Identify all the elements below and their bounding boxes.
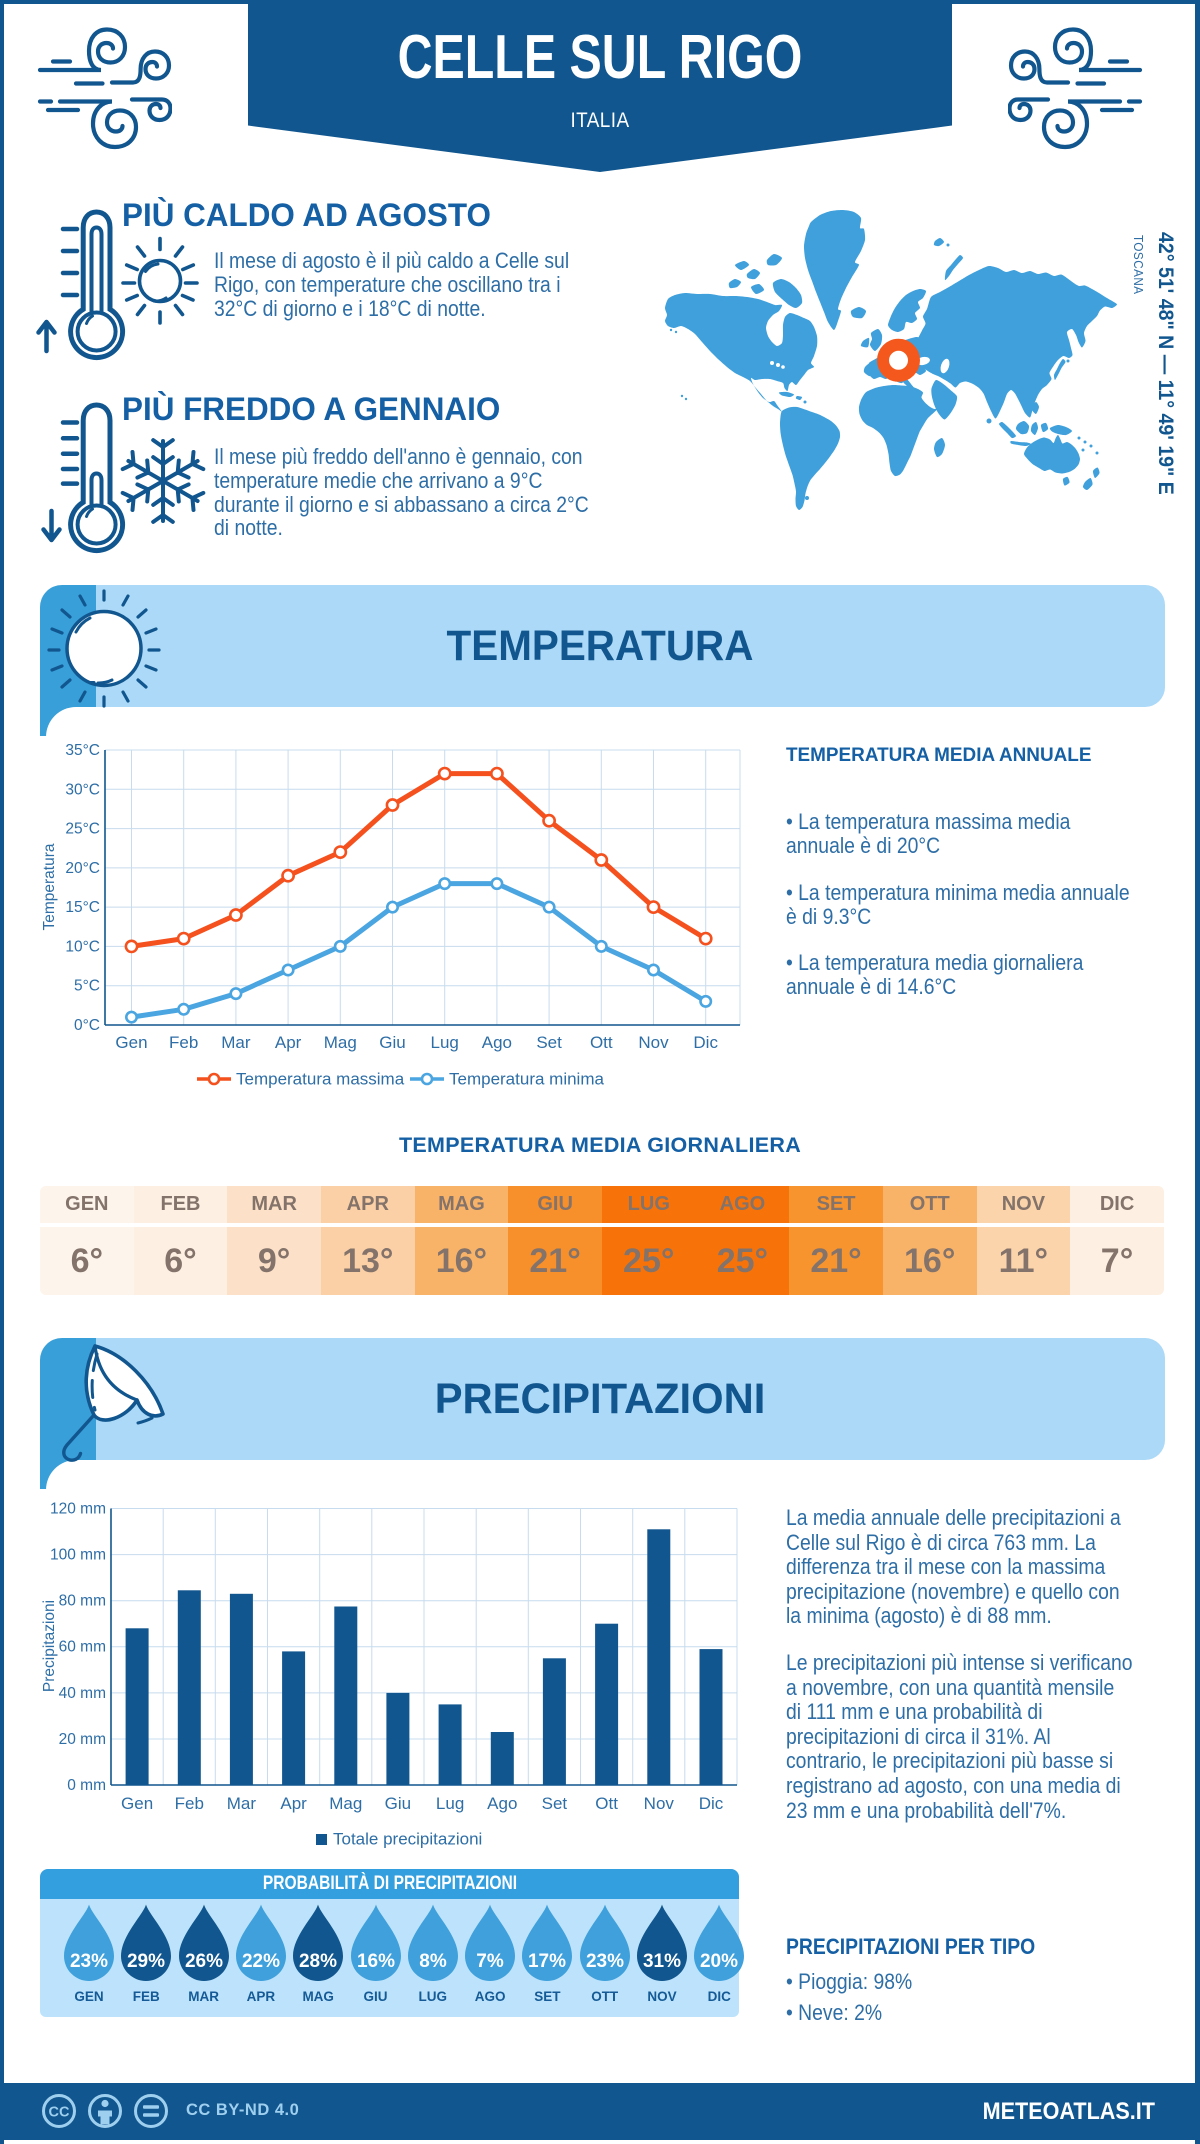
svg-text:29%: 29% xyxy=(127,1951,165,1972)
svg-text:Precipitazioni: Precipitazioni xyxy=(41,1600,58,1692)
svg-text:20°C: 20°C xyxy=(65,860,100,877)
svg-text:Nov: Nov xyxy=(644,1794,675,1813)
svg-text:Mar: Mar xyxy=(221,1033,251,1052)
svg-text:Apr: Apr xyxy=(275,1033,302,1052)
svg-text:Temperatura massima: Temperatura massima xyxy=(236,1070,405,1089)
svg-text:Nov: Nov xyxy=(638,1033,669,1052)
svg-text:Lug: Lug xyxy=(436,1794,464,1813)
svg-text:8%: 8% xyxy=(419,1951,447,1972)
svg-text:16%: 16% xyxy=(356,1951,394,1972)
svg-text:Ago: Ago xyxy=(487,1794,517,1813)
svg-text:60 mm: 60 mm xyxy=(59,1639,106,1656)
svg-text:20%: 20% xyxy=(700,1951,738,1972)
svg-text:Dic: Dic xyxy=(693,1033,718,1052)
svg-text:5°C: 5°C xyxy=(74,978,100,995)
svg-text:CC: CC xyxy=(49,2105,70,2121)
svg-text:Gen: Gen xyxy=(121,1794,153,1813)
svg-text:Feb: Feb xyxy=(175,1794,204,1813)
svg-text:17%: 17% xyxy=(528,1951,566,1972)
svg-text:Mag: Mag xyxy=(329,1794,362,1813)
svg-text:Set: Set xyxy=(536,1033,562,1052)
svg-text:10°C: 10°C xyxy=(65,938,100,955)
svg-text:0 mm: 0 mm xyxy=(67,1777,106,1794)
svg-text:Temperatura minima: Temperatura minima xyxy=(449,1070,604,1089)
svg-text:0°C: 0°C xyxy=(74,1017,100,1034)
svg-text:15°C: 15°C xyxy=(65,899,100,916)
svg-text:Feb: Feb xyxy=(169,1033,198,1052)
svg-text:26%: 26% xyxy=(185,1951,223,1972)
svg-text:80 mm: 80 mm xyxy=(59,1593,106,1610)
svg-text:40 mm: 40 mm xyxy=(59,1685,106,1702)
svg-text:Ott: Ott xyxy=(595,1794,618,1813)
svg-text:35°C: 35°C xyxy=(65,742,100,759)
svg-text:Set: Set xyxy=(542,1794,568,1813)
svg-text:Mag: Mag xyxy=(324,1033,357,1052)
svg-text:31%: 31% xyxy=(643,1951,681,1972)
svg-text:Gen: Gen xyxy=(115,1033,147,1052)
svg-text:7%: 7% xyxy=(476,1951,504,1972)
svg-text:Totale precipitazioni: Totale precipitazioni xyxy=(333,1830,482,1849)
svg-text:23%: 23% xyxy=(586,1951,624,1972)
svg-text:Mar: Mar xyxy=(227,1794,257,1813)
svg-text:20 mm: 20 mm xyxy=(59,1731,106,1748)
svg-text:Lug: Lug xyxy=(431,1033,459,1052)
svg-text:100 mm: 100 mm xyxy=(50,1547,106,1564)
svg-text:Temperatura: Temperatura xyxy=(41,843,58,930)
svg-text:Dic: Dic xyxy=(699,1794,724,1813)
svg-text:Apr: Apr xyxy=(280,1794,307,1813)
svg-text:25°C: 25°C xyxy=(65,821,100,838)
svg-text:22%: 22% xyxy=(242,1951,280,1972)
svg-text:Ott: Ott xyxy=(590,1033,613,1052)
svg-text:30°C: 30°C xyxy=(65,781,100,798)
svg-text:Giu: Giu xyxy=(379,1033,405,1052)
svg-text:23%: 23% xyxy=(70,1951,108,1972)
svg-text:Ago: Ago xyxy=(482,1033,512,1052)
svg-text:28%: 28% xyxy=(299,1951,337,1972)
svg-text:120 mm: 120 mm xyxy=(50,1500,106,1517)
svg-text:Giu: Giu xyxy=(385,1794,411,1813)
